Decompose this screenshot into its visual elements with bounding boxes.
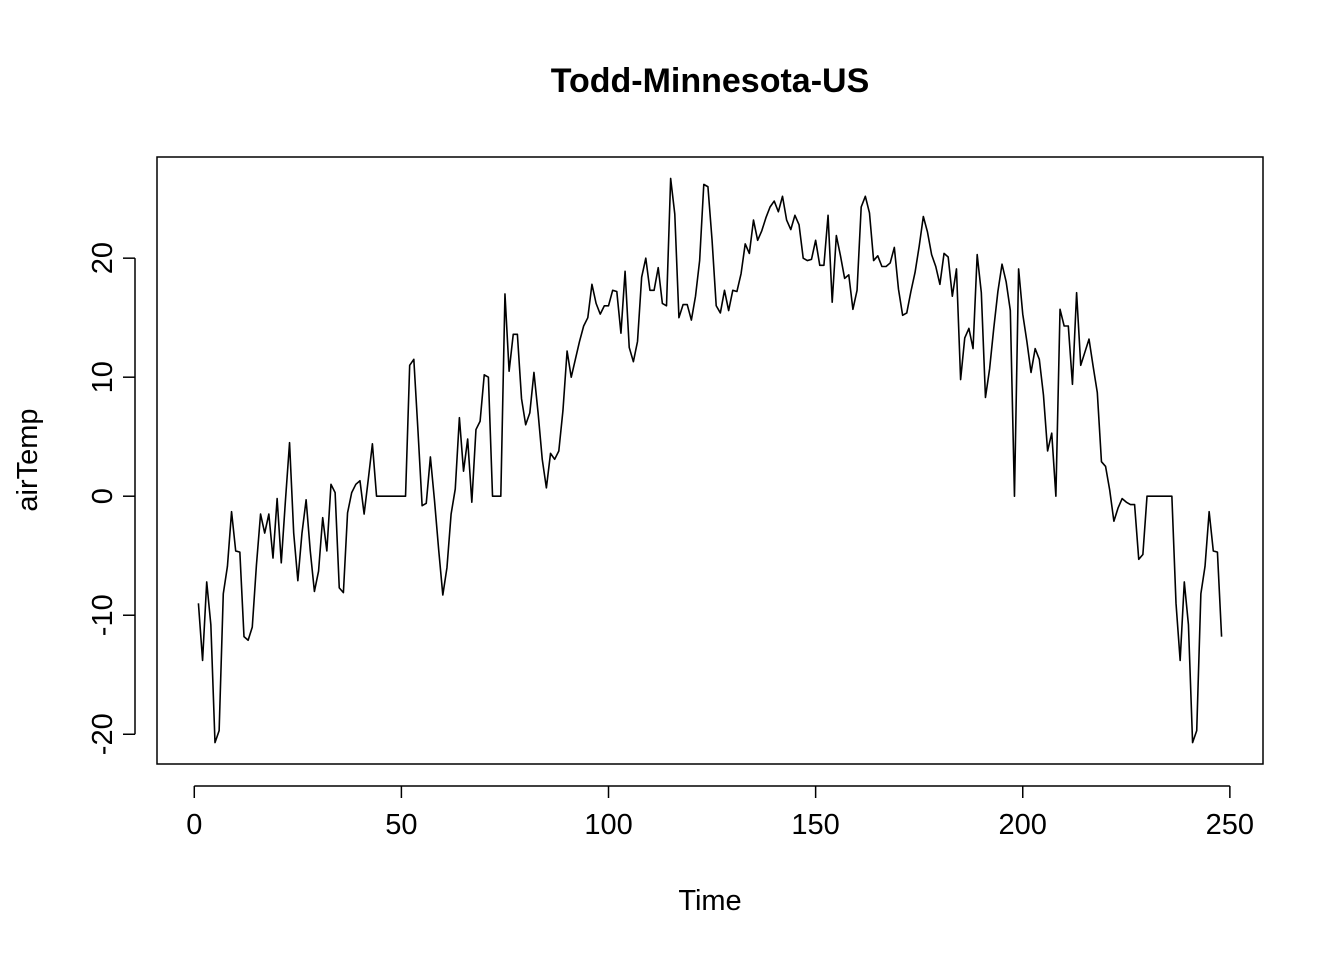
x-axis: 0 50 100 150 200 250 (186, 785, 1254, 841)
x-tick-label: 250 (1206, 809, 1254, 841)
series-line (197, 177, 1223, 744)
y-axis: -20 -10 0 10 20 (87, 242, 136, 755)
series-layer (197, 177, 1223, 744)
y-axis-label: airTemp (12, 408, 44, 511)
x-tick-label: 200 (999, 809, 1047, 841)
x-tick-label: 100 (584, 809, 632, 841)
y-tick-label: -10 (87, 594, 119, 636)
y-tick-label: -20 (87, 713, 119, 755)
chart-title: Todd-Minnesota-US (551, 62, 870, 100)
y-tick-label: 0 (87, 488, 119, 504)
x-tick-label: 50 (385, 809, 417, 841)
x-axis-label: Time (678, 885, 741, 917)
x-tick-label: 0 (186, 809, 202, 841)
x-tick-label: 150 (791, 809, 839, 841)
plot-frame (156, 156, 1264, 765)
y-tick-label: 20 (87, 242, 119, 274)
y-tick-label: 10 (87, 361, 119, 393)
